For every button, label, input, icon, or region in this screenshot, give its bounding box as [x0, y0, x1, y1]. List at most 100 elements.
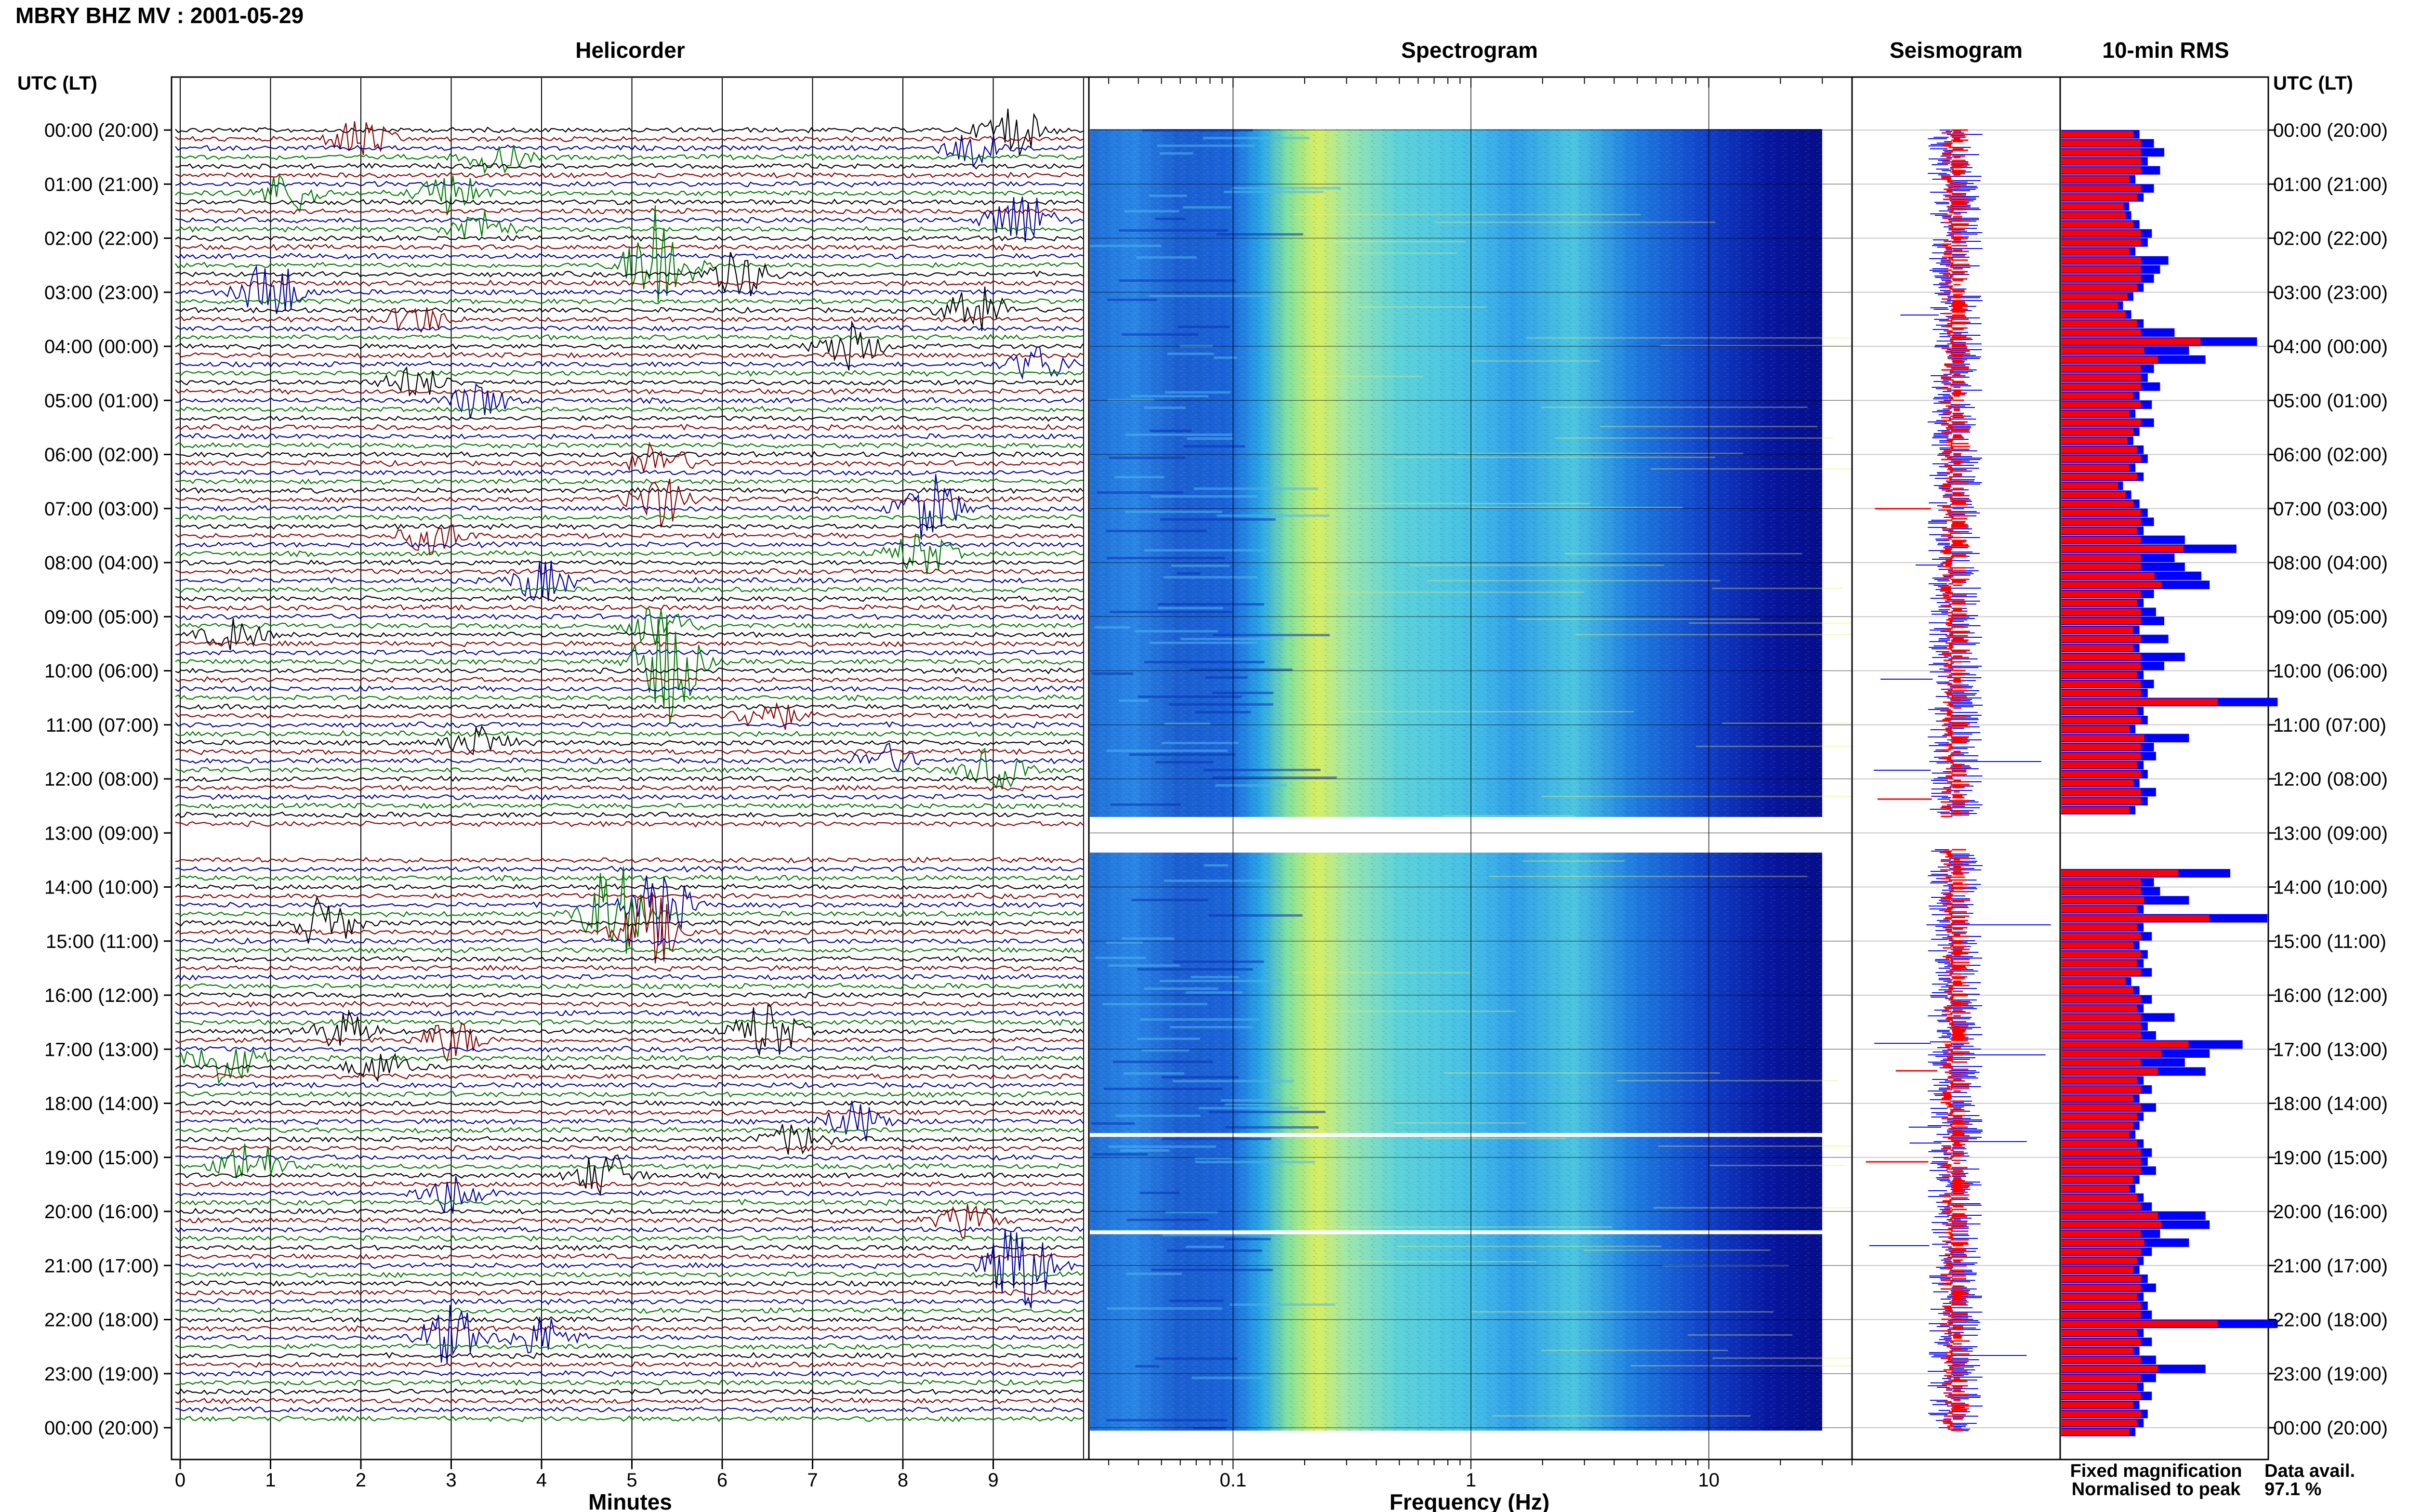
helicorder-trace [175, 162, 1084, 170]
rms-bar-normalised [2061, 239, 2141, 246]
helicorder-trace [175, 973, 1084, 981]
helicorder-trace [175, 983, 1084, 990]
rms-bar-normalised [2061, 230, 2141, 237]
rms-bar-normalised [2061, 1014, 2141, 1021]
minute-tick-label: 5 [626, 1470, 637, 1491]
time-tick-label-left: 04:00 (00:00) [44, 336, 159, 357]
helicorder-trace [175, 1316, 1084, 1324]
rms-bar-normalised [2061, 1059, 2141, 1066]
helicorder-trace [175, 1144, 1084, 1152]
rms-bar-normalised [2061, 347, 2144, 354]
rms-bar-normalised [2061, 428, 2133, 435]
minute-tick-label: 7 [807, 1470, 818, 1491]
helicorder-trace [175, 1022, 1084, 1063]
rms-bar-normalised [2061, 1383, 2137, 1391]
rms-bar-normalised [2061, 1393, 2141, 1399]
time-tick-label-left: 08:00 (04:00) [44, 552, 159, 574]
data-availability-label: Data avail. [2264, 1461, 2355, 1481]
time-tick-label-left: 12:00 (08:00) [44, 769, 159, 790]
helicorder-trace [175, 640, 1084, 647]
helicorder-trace [175, 320, 1084, 371]
rms-bar-normalised [2061, 194, 2137, 201]
rms-bar-normalised [2061, 618, 2141, 624]
rms-bar-normalised [2061, 1221, 2161, 1228]
rms-bar-normalised [2061, 906, 2137, 913]
helicorder-trace [175, 685, 1084, 693]
helicorder-trace [175, 279, 1084, 287]
frequency-tick-label: 0.1 [1219, 1470, 1246, 1491]
rms-bar-normalised [2061, 708, 2137, 715]
helicorder-trace [175, 1226, 1084, 1233]
time-tick-label-left: 22:00 (18:00) [44, 1310, 159, 1331]
rms-bar-normalised [2061, 212, 2126, 219]
time-tick-label-left: 00:00 (20:00) [44, 1418, 159, 1439]
helicorder-trace [175, 802, 1084, 810]
spectrogram-panel [1088, 76, 2063, 1460]
helicorder-trace [175, 451, 1084, 458]
time-tick-label-left: 14:00 (10:00) [44, 877, 159, 898]
helicorder-trace [175, 1244, 1084, 1251]
rms-bar-normalised [2061, 140, 2141, 147]
figure-title: MBRY BHZ MV : 2001-05-29 [15, 3, 304, 28]
rms-bar-normalised [2061, 644, 2133, 652]
rms-bar-normalised [2061, 1158, 2141, 1165]
time-tick-label-left: 17:00 (13:00) [44, 1039, 159, 1060]
rms-bar-normalised [2061, 1086, 2141, 1093]
time-tick-label-right: 15:00 (11:00) [2273, 931, 2386, 952]
time-tick-label-left: 05:00 (01:00) [44, 390, 159, 411]
rms-bar-normalised [2061, 1176, 2133, 1183]
minute-tick-label: 8 [898, 1470, 908, 1491]
rms-bar-normalised [2061, 401, 2141, 408]
helicorder-trace [175, 1181, 1084, 1188]
rms-bar-normalised [2061, 1311, 2141, 1318]
minute-tick-label: 6 [717, 1470, 728, 1491]
rms-bar-normalised [2061, 1302, 2141, 1309]
time-tick-label-right: 13:00 (09:00) [2273, 823, 2388, 844]
helicorder-trace [175, 1253, 1084, 1260]
helicorder-trace [175, 559, 1084, 566]
helicorder-trace [175, 608, 1084, 645]
helicorder-trace [175, 369, 1084, 377]
time-tick-label-right: 07:00 (03:00) [2273, 499, 2388, 520]
helicorder-trace [175, 1208, 1084, 1215]
rms-bar-normalised [2061, 1347, 2133, 1354]
time-tick-label-right: 20:00 (16:00) [2273, 1201, 2388, 1223]
rms-bar-normalised [2061, 1401, 2133, 1408]
helicorder-trace [175, 442, 1084, 449]
rms-bar-normalised [2061, 807, 2130, 814]
rms-bar-normalised [2061, 942, 2133, 949]
helicorder-trace [175, 523, 1084, 530]
rms-bar-normalised [2061, 725, 2130, 733]
time-tick-label-right: 23:00 (19:00) [2273, 1364, 2388, 1385]
helicorder-trace [175, 730, 1084, 737]
helicorder-trace [175, 1298, 1084, 1305]
minute-tick-label: 2 [356, 1470, 366, 1491]
helicorder-trace [175, 478, 1084, 485]
time-tick-label-left: 09:00 (05:00) [44, 606, 159, 628]
time-tick-label-left: 00:00 (20:00) [44, 120, 159, 141]
helicorder-trace [175, 252, 1084, 260]
helicorder-trace [175, 1081, 1084, 1089]
minute-tick-label: 0 [175, 1470, 185, 1491]
rms-bar-normalised [2061, 302, 2118, 309]
rms-bar-normalised [2061, 1050, 2161, 1057]
time-tick-label-right: 08:00 (04:00) [2273, 552, 2388, 574]
minute-tick-label: 3 [446, 1470, 456, 1491]
rms-bar-normalised [2061, 284, 2137, 291]
rms-bar-normalised [2061, 608, 2141, 616]
helicorder-trace [175, 1325, 1084, 1332]
legend-normalised-to-peak: Normalised to peak [2072, 1479, 2241, 1499]
helicorder-trace [175, 352, 1084, 359]
legend-fixed-magnification: Fixed magnification [2070, 1461, 2242, 1481]
rms-bar-normalised [2061, 374, 2141, 381]
helicorder-trace [175, 1052, 1084, 1082]
rms-bar-normalised [2061, 1429, 2130, 1435]
data-availability-value: 97.1 % [2264, 1479, 2321, 1499]
rms-bar-normalised [2061, 752, 2141, 760]
rms-bar-normalised [2061, 1113, 2137, 1120]
rms-bar-normalised [2061, 599, 2137, 606]
rms-bar-normalised [2061, 1266, 2133, 1273]
rms-bar-normalised [2061, 446, 2137, 453]
rms-bar-normalised [2061, 978, 2126, 985]
seismogram-title: Seismogram [1890, 38, 2023, 63]
